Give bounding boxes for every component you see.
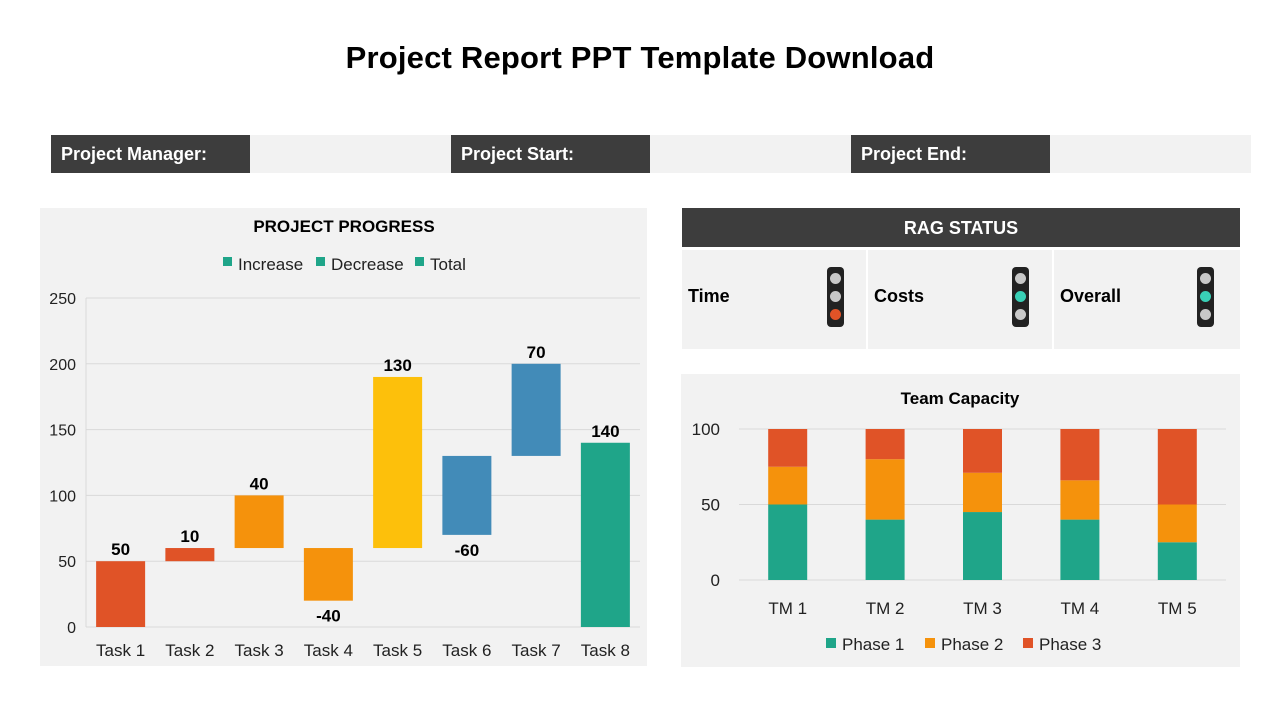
x-tick-label: Task 1 bbox=[96, 641, 145, 660]
bar-segment bbox=[768, 466, 808, 505]
bar-segment bbox=[1157, 504, 1197, 543]
project-end-label: Project End: bbox=[851, 135, 1050, 173]
bar bbox=[303, 548, 353, 601]
y-tick-label: 100 bbox=[49, 488, 76, 505]
project-start-label: Project Start: bbox=[451, 135, 650, 173]
rag-label-time: Time bbox=[688, 286, 730, 306]
bar-segment bbox=[963, 472, 1002, 513]
x-tick-label: TM 2 bbox=[866, 599, 905, 618]
data-label: -60 bbox=[455, 541, 480, 560]
bar-segment bbox=[865, 429, 905, 460]
light-bulb-top bbox=[1200, 273, 1211, 284]
rag-cell-time: Time bbox=[682, 250, 866, 349]
x-tick-label: TM 5 bbox=[1158, 599, 1197, 618]
project-manager-label: Project Manager: bbox=[51, 135, 250, 173]
bar bbox=[165, 548, 215, 562]
y-tick-label: 100 bbox=[692, 420, 720, 439]
legend-swatch bbox=[223, 257, 232, 266]
chart-title: Team Capacity bbox=[901, 389, 1020, 408]
y-tick-label: 0 bbox=[67, 620, 76, 637]
bar-segment bbox=[768, 504, 808, 580]
light-bulb-top bbox=[1015, 273, 1026, 284]
x-tick-label: Task 4 bbox=[304, 641, 353, 660]
light-bulb-middle bbox=[1015, 291, 1026, 302]
data-label: -40 bbox=[316, 607, 341, 626]
x-tick-label: Task 6 bbox=[442, 641, 491, 660]
legend-swatch bbox=[316, 257, 325, 266]
legend-label: Phase 1 bbox=[842, 635, 904, 654]
y-tick-label: 50 bbox=[58, 554, 76, 571]
x-tick-label: TM 3 bbox=[963, 599, 1002, 618]
x-tick-label: Task 7 bbox=[512, 641, 561, 660]
y-tick-label: 0 bbox=[711, 571, 720, 590]
bar-segment bbox=[1157, 542, 1197, 580]
legend-label: Increase bbox=[238, 255, 303, 274]
x-tick-label: Task 3 bbox=[235, 641, 284, 660]
y-tick-label: 250 bbox=[49, 291, 76, 308]
rag-status-header: RAG STATUS bbox=[682, 208, 1240, 247]
legend-label: Phase 2 bbox=[941, 635, 1003, 654]
x-tick-label: Task 8 bbox=[581, 641, 630, 660]
bar-segment bbox=[1060, 480, 1100, 520]
legend-label: Phase 3 bbox=[1039, 635, 1101, 654]
team-capacity-chart: Team Capacity 0 50 100 TM 1 TM 2 TM 3 TM 4 TM 5 P… bbox=[692, 389, 1226, 654]
rag-cell-costs: Costs bbox=[868, 250, 1052, 349]
bar bbox=[442, 455, 492, 535]
light-bulb-middle bbox=[830, 291, 841, 302]
rag-label-costs: Costs bbox=[874, 286, 925, 306]
bar-segment bbox=[1060, 519, 1100, 580]
legend-swatch bbox=[826, 638, 836, 648]
bar-segment bbox=[1060, 429, 1100, 481]
data-label: 10 bbox=[180, 527, 199, 546]
bar-segment bbox=[768, 429, 808, 467]
rag-cell-overall: Overall bbox=[1054, 250, 1240, 349]
data-label: 140 bbox=[591, 422, 619, 441]
bar-segment bbox=[865, 459, 905, 520]
y-tick-label: 200 bbox=[49, 357, 76, 374]
x-tick-label: Task 5 bbox=[373, 641, 422, 660]
legend-swatch bbox=[925, 638, 935, 648]
legend-label: Total bbox=[430, 255, 466, 274]
data-label: 70 bbox=[527, 343, 546, 362]
light-bulb-bottom bbox=[1200, 309, 1211, 320]
chart-title: PROJECT PROGRESS bbox=[253, 217, 434, 236]
light-bulb-top bbox=[830, 273, 841, 284]
bar bbox=[580, 442, 630, 627]
bar-segment bbox=[865, 519, 905, 580]
legend-swatch bbox=[1023, 638, 1033, 648]
y-tick-label: 50 bbox=[701, 496, 720, 515]
data-label: 50 bbox=[111, 540, 130, 559]
traffic-light-icon bbox=[1197, 267, 1214, 327]
bar-segment bbox=[1157, 429, 1197, 505]
bar bbox=[234, 495, 284, 549]
y-tick-label: 150 bbox=[49, 423, 76, 440]
data-label: 40 bbox=[250, 474, 269, 493]
traffic-light-icon bbox=[1012, 267, 1029, 327]
legend-swatch bbox=[415, 257, 424, 266]
bar bbox=[511, 363, 561, 456]
bar bbox=[373, 376, 423, 549]
project-progress-chart: PROJECT PROGRESS Increase Decrease Total 0 50… bbox=[49, 217, 640, 660]
light-bulb-bottom bbox=[830, 309, 841, 320]
rag-label-overall: Overall bbox=[1060, 286, 1122, 306]
x-tick-label: TM 4 bbox=[1061, 599, 1100, 618]
light-bulb-middle bbox=[1200, 291, 1211, 302]
bar bbox=[96, 561, 146, 627]
traffic-light-icon bbox=[827, 267, 844, 327]
project-info-bar: Project Manager: Project Start: Project … bbox=[51, 135, 1251, 173]
page-title: Project Report PPT Template Download bbox=[345, 40, 935, 75]
data-label: 130 bbox=[383, 356, 411, 375]
light-bulb-bottom bbox=[1015, 309, 1026, 320]
x-tick-label: TM 1 bbox=[768, 599, 807, 618]
x-tick-label: Task 2 bbox=[165, 641, 214, 660]
bar-segment bbox=[963, 429, 1002, 473]
bar-segment bbox=[963, 512, 1002, 580]
legend-label: Decrease bbox=[331, 255, 404, 274]
